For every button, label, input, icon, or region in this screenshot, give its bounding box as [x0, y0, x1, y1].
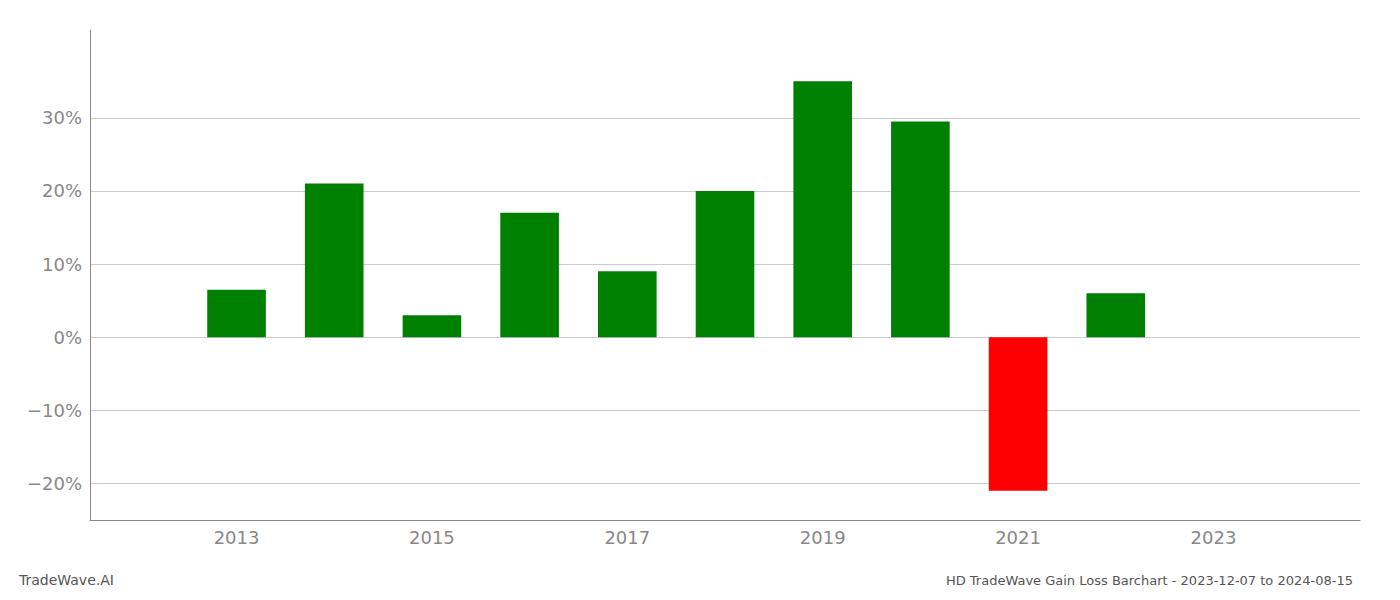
- svg-text:TradeWave.AI: TradeWave.AI: [18, 572, 114, 588]
- svg-text:−20%: −20%: [27, 473, 82, 494]
- svg-text:30%: 30%: [42, 107, 82, 128]
- svg-text:2017: 2017: [604, 527, 650, 548]
- svg-text:2015: 2015: [409, 527, 455, 548]
- svg-text:20%: 20%: [42, 180, 82, 201]
- svg-text:−10%: −10%: [27, 400, 82, 421]
- svg-text:2013: 2013: [214, 527, 260, 548]
- svg-text:0%: 0%: [53, 327, 82, 348]
- svg-text:2019: 2019: [800, 527, 846, 548]
- svg-text:HD TradeWave Gain Loss Barchar: HD TradeWave Gain Loss Barchart - 2023-1…: [946, 573, 1353, 588]
- svg-text:10%: 10%: [42, 254, 82, 275]
- svg-text:2021: 2021: [995, 527, 1041, 548]
- svg-text:2023: 2023: [1191, 527, 1237, 548]
